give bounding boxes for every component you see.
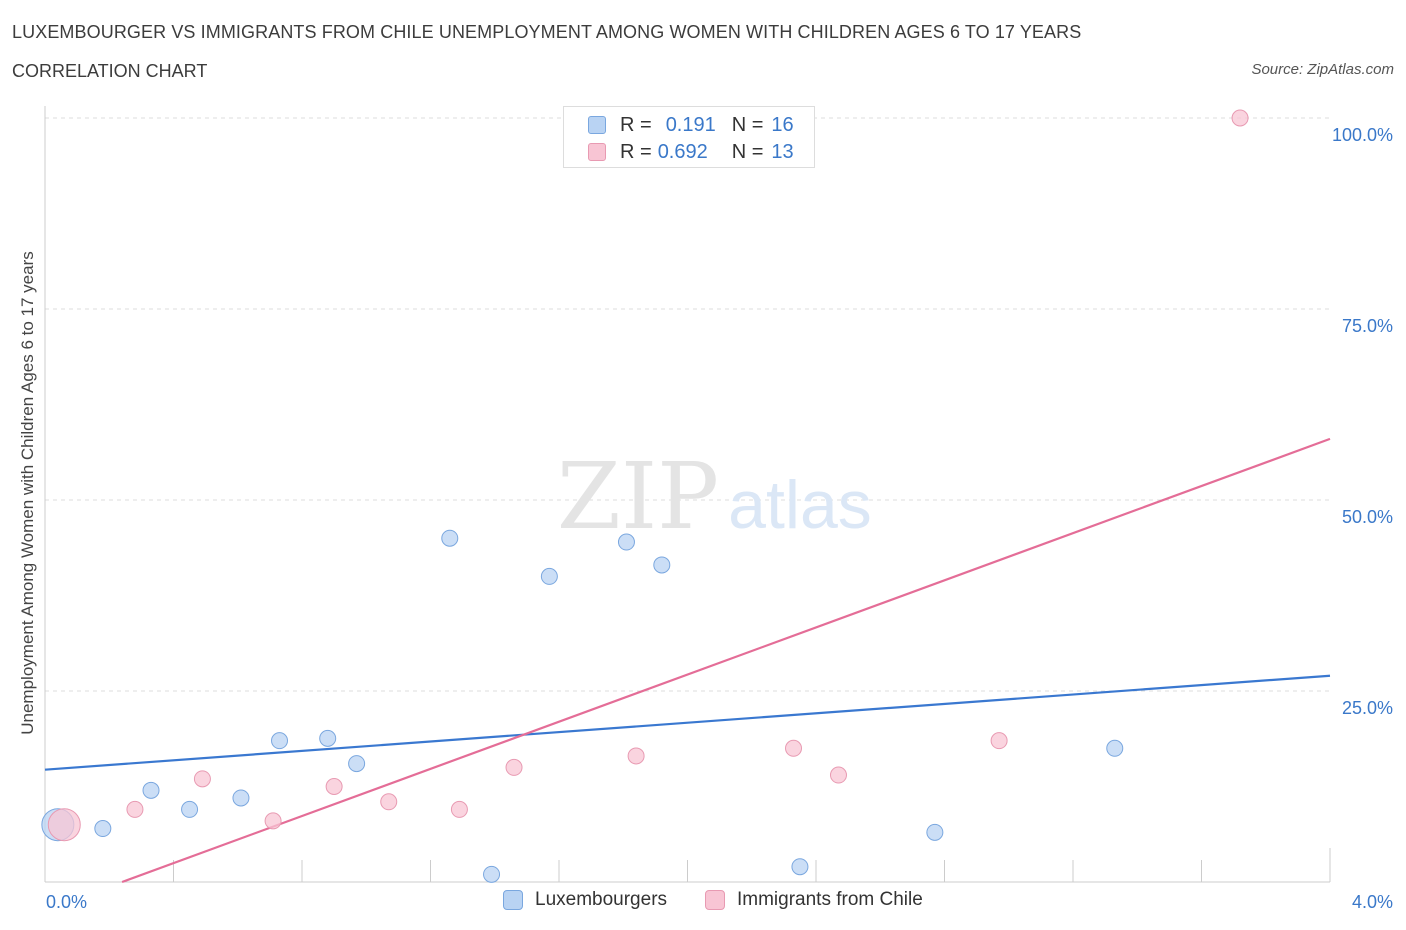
luxembourger-point: [142, 781, 160, 799]
luxembourger-point: [94, 820, 112, 838]
chile-point: [193, 770, 211, 788]
y-tick-label: 50.0%: [1342, 507, 1393, 527]
luxembourger-point: [791, 858, 809, 876]
luxembourger-point: [540, 567, 558, 585]
legend-n-value: 13: [771, 140, 794, 163]
correlation-legend: R = 0.191 N = 16 R = 0.692 N = 13: [563, 106, 815, 168]
luxembourger-point: [348, 755, 366, 773]
chile-trend-line: [121, 437, 1331, 884]
legend-swatch-blue: [503, 890, 523, 910]
x-tick-label: 4.0%: [1352, 892, 1393, 912]
tick-labels: 25.0% 50.0% 75.0% 100.0% 0.0% 4.0%: [46, 125, 1393, 912]
legend-swatch-pink: [705, 890, 725, 910]
luxembourger-point: [181, 800, 199, 818]
chile-point: [505, 758, 523, 776]
luxembourger-point: [617, 533, 635, 551]
y-tick-label: 75.0%: [1342, 316, 1393, 336]
y-axis-label: Unemployment Among Women with Children A…: [18, 251, 37, 735]
watermark-zip: ZIP: [557, 443, 719, 550]
trend-lines: [44, 437, 1331, 884]
series-legend: Luxembourgers Immigrants from Chile: [0, 889, 1406, 915]
chile-point: [264, 812, 282, 830]
legend-item-chile[interactable]: Immigrants from Chile: [705, 889, 923, 911]
legend-n-label: N =: [731, 140, 764, 163]
legend-swatch-blue: [588, 116, 606, 134]
chart-subtitle: CORRELATION CHART: [12, 61, 208, 81]
legend-r-label: R =: [620, 113, 652, 136]
legend-n-value: 16: [771, 113, 794, 136]
luxembourger-point: [1106, 739, 1124, 757]
legend-swatch-pink: [588, 143, 606, 161]
luxembourger-point: [232, 789, 250, 807]
legend-label-chile: Immigrants from Chile: [737, 889, 923, 910]
legend-row-luxembourgers: R = 0.191 N = 16: [588, 114, 794, 136]
chile-point: [829, 766, 847, 784]
legend-row-chile: R = 0.692 N = 13: [588, 141, 794, 163]
luxembourger-trend-line: [44, 674, 1331, 771]
chile-point: [450, 800, 468, 818]
luxembourger-point: [483, 865, 501, 883]
luxembourger-point: [926, 823, 944, 841]
y-tick-label: 25.0%: [1342, 698, 1393, 718]
luxembourger-point: [271, 732, 289, 750]
chile-point: [325, 778, 343, 795]
chile-point: [627, 747, 645, 765]
legend-n-label: N =: [731, 113, 764, 136]
legend-item-luxembourgers[interactable]: Luxembourgers: [503, 889, 667, 911]
legend-label-luxembourgers: Luxembourgers: [535, 889, 668, 910]
chile-point: [380, 793, 398, 811]
grid-lines: [45, 117, 1330, 692]
x-tick-label: 0.0%: [46, 892, 87, 912]
legend-r-label: R =: [620, 140, 652, 163]
chile-point: [990, 732, 1008, 750]
y-tick-label: 100.0%: [1332, 125, 1393, 145]
chile-point: [47, 808, 81, 842]
data-points: [41, 109, 1249, 883]
source-label: Source: ZipAtlas.com: [1251, 61, 1394, 78]
luxembourger-point: [653, 556, 671, 574]
axes: [44, 106, 1331, 883]
legend-r-value: 0.191: [665, 113, 716, 136]
luxembourger-point: [441, 529, 459, 547]
chile-point: [785, 739, 803, 757]
chart-title: LUXEMBOURGER VS IMMIGRANTS FROM CHILE UN…: [12, 22, 1082, 42]
chile-point: [126, 800, 144, 818]
chile-point: [1231, 109, 1249, 127]
watermark-atlas: atlas: [728, 467, 872, 543]
legend-r-value: 0.692: [657, 140, 708, 163]
luxembourger-point: [319, 729, 337, 747]
